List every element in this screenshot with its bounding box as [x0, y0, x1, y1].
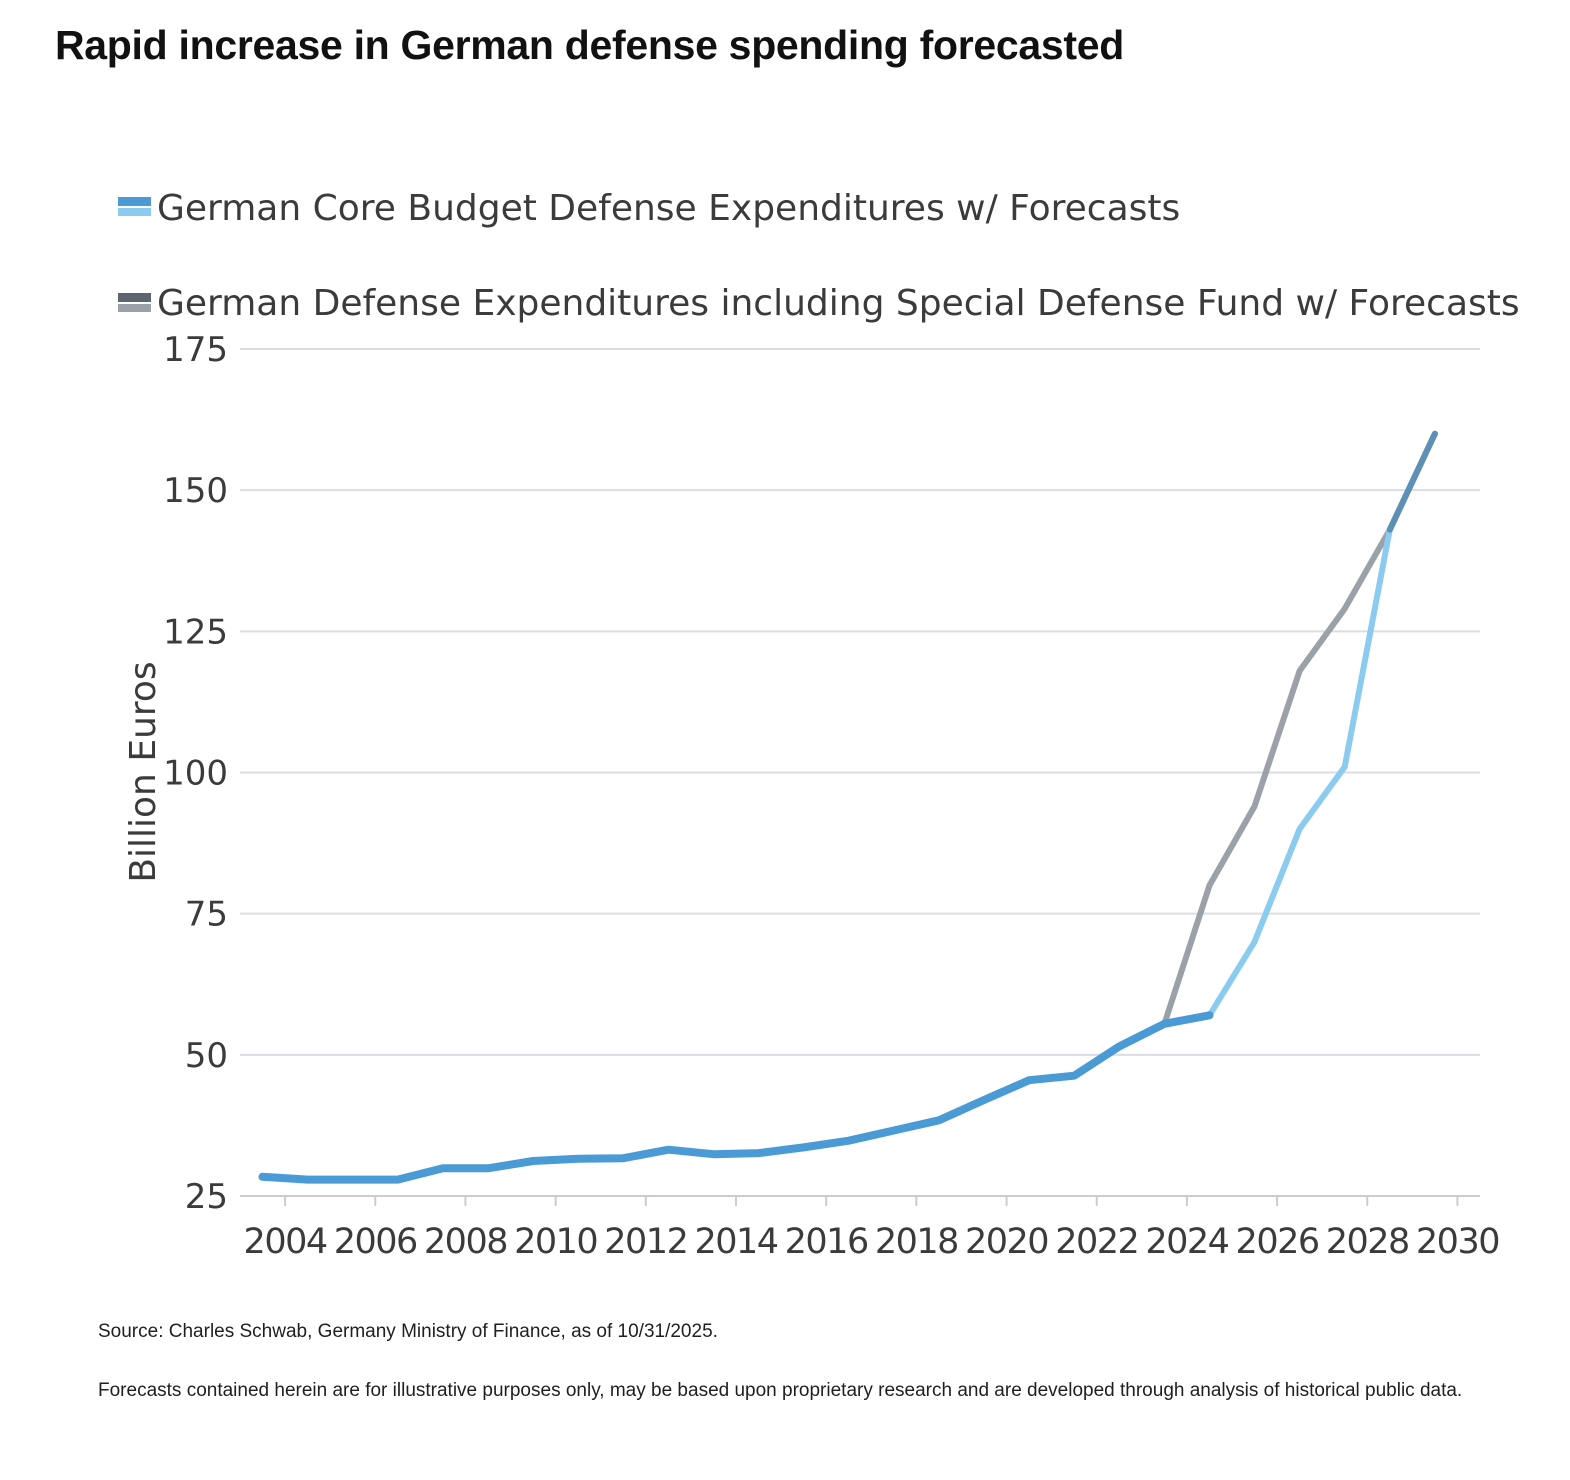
series-line-overlap-segment — [1386, 430, 1438, 533]
x-tick-label: 2016 — [785, 1222, 868, 1262]
y-tick-label: 75 — [185, 895, 228, 935]
x-tick-label: 2004 — [244, 1222, 327, 1262]
y-tick-label: 25 — [185, 1177, 228, 1217]
x-tick-label: 2012 — [604, 1222, 687, 1262]
legend-swatch-special-fund-forecast — [118, 304, 151, 312]
y-tick-label: 50 — [185, 1036, 228, 1076]
y-tick-label: 150 — [163, 471, 228, 511]
x-tick-label: 2026 — [1236, 1222, 1319, 1262]
y-axis-label: Billion Euros — [123, 661, 164, 882]
line-chart: German Core Budget Defense Expenditures … — [118, 188, 1520, 1262]
legend-swatch-core-budget — [118, 197, 151, 206]
y-tick-label: 100 — [163, 754, 228, 794]
y-tick-label: 125 — [163, 612, 228, 652]
disclaimer-note: Forecasts contained herein are for illus… — [98, 1380, 1463, 1401]
x-tick-label: 2018 — [875, 1222, 958, 1262]
x-tick-label: 2006 — [334, 1222, 417, 1262]
source-note: Source: Charles Schwab, Germany Ministry… — [98, 1321, 718, 1342]
legend-item-core-budget: German Core Budget Defense Expenditures … — [118, 188, 1180, 229]
gridlines — [240, 348, 1480, 1056]
x-tick-label: 2008 — [424, 1222, 507, 1262]
x-axis: 2004 2006 2008 2010 2012 2014 2016 2018 2020 2022… — [240, 1195, 1500, 1262]
chart-series — [258, 430, 1438, 1184]
x-tick-label: 2028 — [1326, 1222, 1409, 1262]
y-axis-ticks: 25 50 75 100 125 150 175 — [163, 330, 228, 1217]
x-tick-label: 2020 — [965, 1222, 1048, 1262]
series-line-core-budget-forecast — [1206, 430, 1438, 1019]
x-tick-label: 2024 — [1145, 1222, 1228, 1262]
series-line-core-budget — [258, 1011, 1214, 1184]
legend-swatch-core-budget-forecast — [118, 208, 151, 216]
legend-item-special-fund: German Defense Expenditures including Sp… — [118, 283, 1520, 324]
legend-label-special-fund: German Defense Expenditures including Sp… — [157, 283, 1520, 324]
x-tick-label: 2022 — [1055, 1222, 1138, 1262]
x-tick-label: 2030 — [1416, 1222, 1499, 1262]
x-tick-label: 2010 — [514, 1222, 597, 1262]
legend-swatch-special-fund — [118, 293, 151, 302]
x-tick-label: 2014 — [694, 1222, 777, 1262]
y-tick-label: 175 — [163, 330, 228, 370]
page-title: Rapid increase in German defense spendin… — [55, 22, 1124, 68]
chart-legend: German Core Budget Defense Expenditures … — [118, 188, 1520, 324]
legend-label-core-budget: German Core Budget Defense Expenditures … — [157, 188, 1180, 229]
